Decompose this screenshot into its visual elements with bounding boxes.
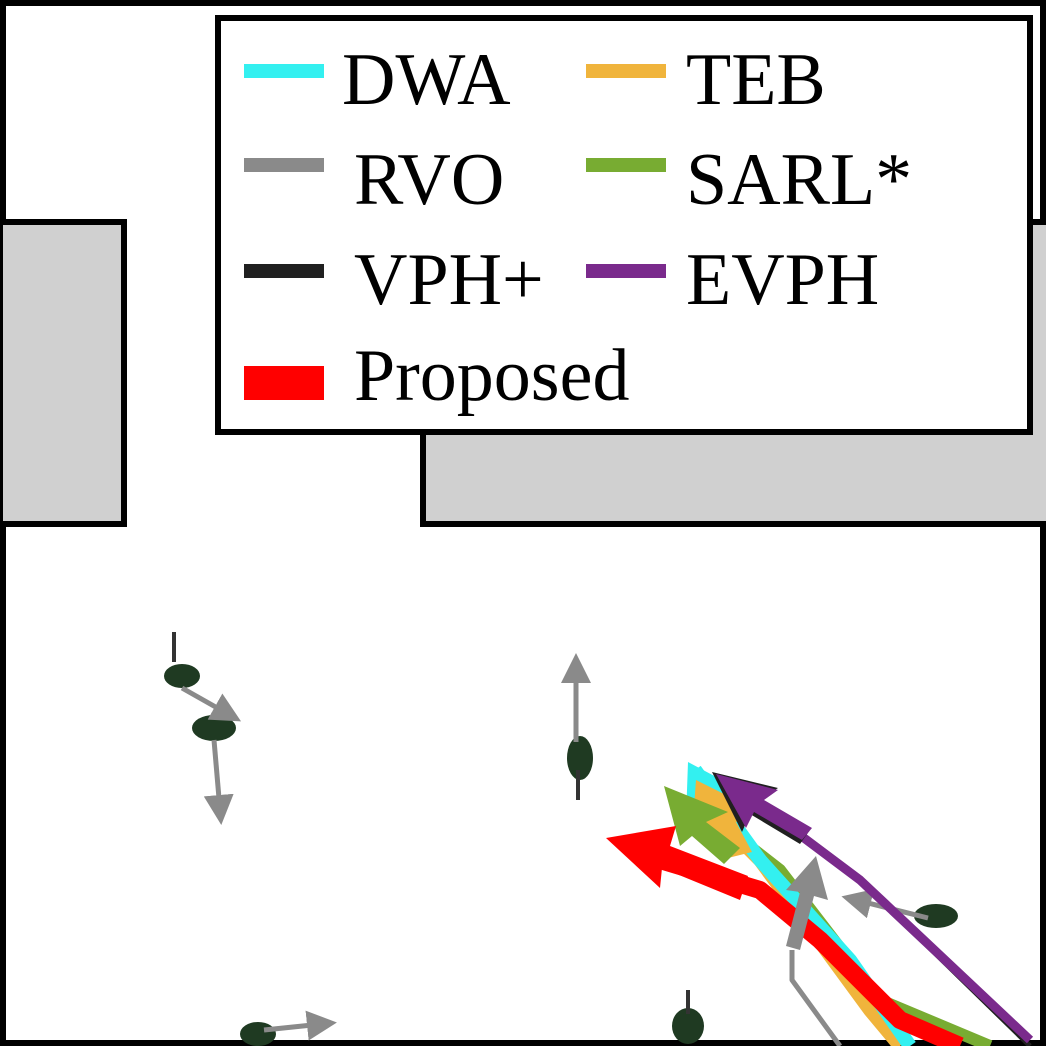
- legend-label-teb: TEB: [686, 39, 826, 121]
- pedestrian: [164, 632, 958, 1046]
- legend-swatch-teb: [586, 64, 666, 78]
- heading-arrows: [606, 762, 828, 950]
- heading-arrow-sarl: [664, 786, 740, 864]
- heading-arrow-teb: [692, 780, 760, 858]
- legend-label-proposed: Proposed: [354, 335, 629, 417]
- legend-label-sarl: SARL*: [686, 139, 912, 221]
- heading-arrow-proposed: [606, 826, 748, 900]
- legend-swatch-evph: [586, 264, 666, 278]
- legend-swatch-rvo: [244, 158, 324, 172]
- heading-arrow-rvo: [786, 856, 828, 950]
- heading-arrow-evph: [716, 774, 812, 840]
- legend: DWA TEB RVO SARL* VPH+ EVPH Proposed: [215, 15, 1033, 435]
- legend-label-dwa: DWA: [342, 39, 511, 121]
- legend-swatch-vph: [244, 264, 324, 278]
- legend-swatch-dwa: [244, 64, 324, 78]
- legend-label-evph: EVPH: [686, 239, 879, 321]
- trajectory-rvo: [789, 950, 843, 1046]
- legend-swatch-proposed: [244, 366, 324, 400]
- legend-box: [215, 15, 1033, 435]
- legend-label-rvo: RVO: [354, 139, 504, 221]
- obstacle-left: [0, 219, 127, 527]
- legend-swatch-sarl: [586, 158, 666, 172]
- legend-label-vph: VPH+: [354, 239, 544, 321]
